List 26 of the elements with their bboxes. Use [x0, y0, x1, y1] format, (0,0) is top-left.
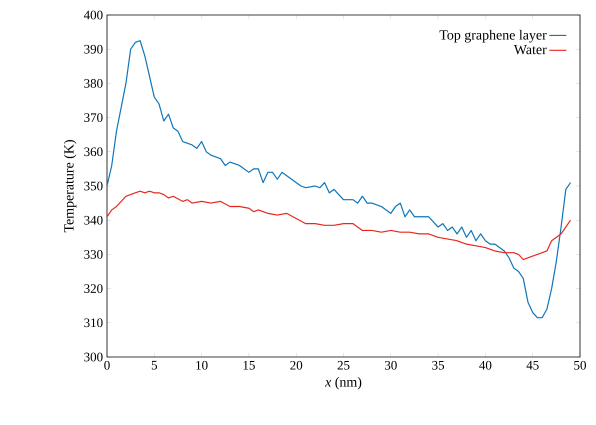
- y-tick-label: 350: [84, 182, 103, 190]
- x-tick-label: 35: [432, 360, 444, 370]
- x-tick-label: 20: [290, 360, 302, 370]
- y-tick-label: 320: [84, 284, 103, 293]
- x-tick-label: 40: [479, 360, 492, 370]
- y-tick-label: 400: [84, 10, 103, 20]
- y-tick-label: 390: [84, 44, 103, 54]
- y-tick-label: 300: [84, 352, 103, 362]
- x-tick-label: 0: [104, 360, 110, 370]
- x-tick-label: 25: [338, 360, 350, 370]
- x-tick-label: 5: [152, 360, 158, 370]
- y-tick-label: 310: [84, 318, 103, 328]
- y-tick-label: 370: [84, 113, 103, 122]
- y-tick-label: 360: [84, 147, 103, 156]
- y-tick-label: 330: [84, 250, 103, 259]
- x-tick-label: 45: [526, 360, 539, 370]
- x-tick-label: 15: [244, 360, 255, 370]
- y-tick-label: 340: [84, 216, 103, 225]
- x-axis-title: x (nm): [324, 376, 362, 390]
- x-tick-label: 50: [574, 360, 586, 370]
- legend-label: Top graphene layer: [440, 30, 547, 43]
- x-tick-label: 30: [384, 360, 397, 370]
- legend-label: Water: [514, 44, 547, 54]
- y-tick-label: 380: [84, 79, 103, 88]
- x-tick-label: 10: [196, 360, 208, 370]
- y-axis-title: Temperature (K): [64, 140, 76, 232]
